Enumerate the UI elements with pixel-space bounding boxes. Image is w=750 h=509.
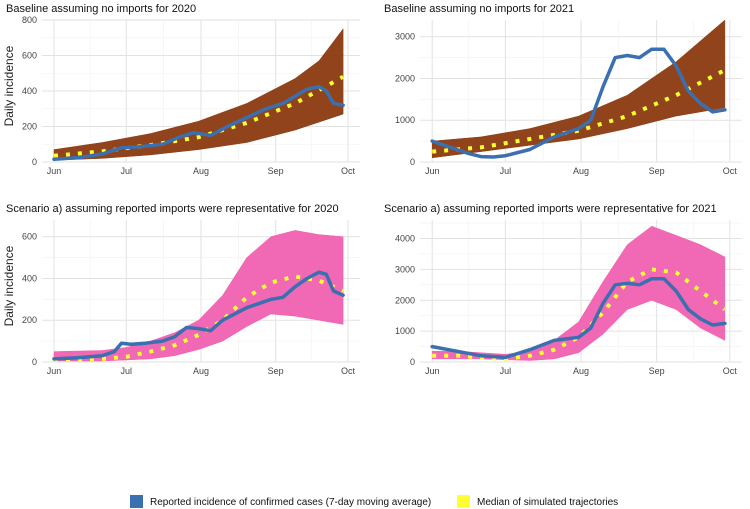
y-tick-label: 800 xyxy=(22,15,37,25)
panel-title: Scenario a) assuming reported imports we… xyxy=(384,203,717,215)
y-tick-label: 3000 xyxy=(395,32,415,42)
y-tick-label: 0 xyxy=(32,157,37,167)
x-tick-label: Jun xyxy=(47,366,62,376)
x-tick-label: Oct xyxy=(341,166,356,176)
x-tick-label: Aug xyxy=(193,166,209,176)
legend-label-median: Median of simulated trajectories xyxy=(477,497,618,508)
y-tick-label: 4000 xyxy=(395,234,415,244)
y-tick-label: 1000 xyxy=(395,115,415,125)
y-tick-label: 0 xyxy=(410,157,415,167)
x-tick-label: Jun xyxy=(425,166,440,176)
y-tick-label: 0 xyxy=(410,357,415,367)
y-tick-label: 200 xyxy=(22,122,37,132)
x-tick-label: Jul xyxy=(500,366,512,376)
median-line xyxy=(53,75,345,158)
x-tick-label: Jun xyxy=(47,166,62,176)
x-tick-label: Aug xyxy=(193,366,209,376)
y-tick-label: 2000 xyxy=(395,73,415,83)
legend: Reported incidence of confirmed cases (7… xyxy=(130,495,618,508)
legend-label-reported: Reported incidence of confirmed cases (7… xyxy=(150,497,431,508)
y-tick-label: 1000 xyxy=(395,326,415,336)
x-tick-label: Sep xyxy=(268,366,284,376)
simulated-band xyxy=(53,230,344,362)
panel-4: Scenario a) assuming reported imports we… xyxy=(384,203,742,376)
panel-2: Baseline assuming no imports for 2021 Jun… xyxy=(384,3,742,176)
median-line xyxy=(432,68,726,154)
y-axis-label-top: Daily incidence xyxy=(2,45,16,126)
simulated-band xyxy=(53,28,344,161)
panel-title: Scenario a) assuming reported imports we… xyxy=(6,203,339,215)
reported-line xyxy=(430,47,727,159)
x-tick-label: Sep xyxy=(649,366,665,376)
x-tick-label: Jul xyxy=(121,366,133,376)
x-tick-label: Oct xyxy=(723,366,738,376)
reported-line xyxy=(52,270,345,361)
y-tick-label: 400 xyxy=(22,86,37,96)
y-tick-label: 2000 xyxy=(395,295,415,305)
x-tick-label: Jul xyxy=(500,166,512,176)
y-axis-label-bottom: Daily incidence xyxy=(2,245,16,326)
panel-title: Baseline assuming no imports for 2020 xyxy=(6,3,196,15)
x-tick-label: Jul xyxy=(121,166,133,176)
x-tick-label: Sep xyxy=(649,166,665,176)
y-tick-label: 200 xyxy=(22,315,37,325)
y-tick-label: 600 xyxy=(22,51,37,61)
x-tick-label: Jun xyxy=(425,366,440,376)
reported-line xyxy=(430,276,727,360)
legend-key-median xyxy=(457,495,470,508)
x-tick-label: Aug xyxy=(573,166,589,176)
panel-title: Baseline assuming no imports for 2021 xyxy=(384,3,574,15)
legend-key-reported xyxy=(130,495,143,508)
y-tick-label: 600 xyxy=(22,232,37,242)
x-tick-label: Oct xyxy=(341,366,356,376)
y-tick-label: 0 xyxy=(32,357,37,367)
x-tick-label: Sep xyxy=(268,166,284,176)
reported-line xyxy=(52,84,345,162)
chart-panels: Baseline assuming no imports for 2020 Jun… xyxy=(6,3,742,376)
x-tick-label: Oct xyxy=(723,166,738,176)
panel-1: Baseline assuming no imports for 2020 Jun… xyxy=(6,3,360,176)
median-line xyxy=(53,274,344,362)
panel-3: Scenario a) assuming reported imports we… xyxy=(6,203,360,376)
y-tick-label: 3000 xyxy=(395,264,415,274)
x-tick-label: Aug xyxy=(573,366,589,376)
y-tick-label: 400 xyxy=(22,273,37,283)
